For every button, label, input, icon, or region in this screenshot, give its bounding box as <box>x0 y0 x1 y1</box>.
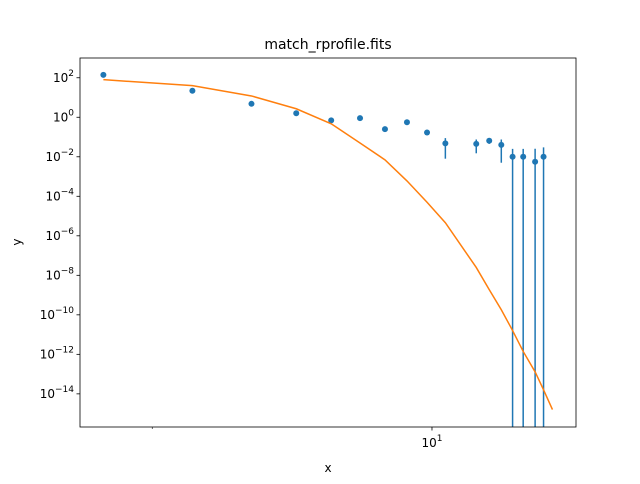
tick-label: 10−6 <box>45 227 74 243</box>
tick-label: 100 <box>53 108 74 124</box>
y-axis-label: y <box>10 238 24 245</box>
tick-label: 10−2 <box>45 148 74 164</box>
chart-title: match_rprofile.fits <box>264 37 391 53</box>
tick-label: 10−12 <box>40 345 74 361</box>
data-line <box>103 78 554 410</box>
x-axis-label: x <box>324 461 331 475</box>
data-point <box>540 153 547 160</box>
tick-label: 10−14 <box>40 385 75 401</box>
data-point <box>498 141 505 148</box>
data-point <box>189 87 196 94</box>
tick-label: 10−4 <box>45 187 74 203</box>
data-point <box>100 71 107 78</box>
tick-label: 10−10 <box>40 306 75 322</box>
plot-area <box>100 71 554 427</box>
data-point <box>248 100 255 107</box>
data-point <box>357 115 364 122</box>
data-point <box>328 117 335 124</box>
data-point <box>520 153 527 160</box>
plot-frame <box>79 57 577 428</box>
tick-label: 102 <box>53 69 74 85</box>
data-point <box>424 129 431 136</box>
data-point <box>403 119 410 126</box>
data-point <box>381 126 388 133</box>
data-point <box>473 140 480 147</box>
data-point <box>509 153 516 160</box>
data-point <box>486 137 493 144</box>
data-point <box>293 110 300 117</box>
data-point <box>532 158 539 165</box>
data-point <box>442 140 449 147</box>
tick-label: 101 <box>421 434 442 450</box>
tick-label: 10−8 <box>45 266 74 282</box>
